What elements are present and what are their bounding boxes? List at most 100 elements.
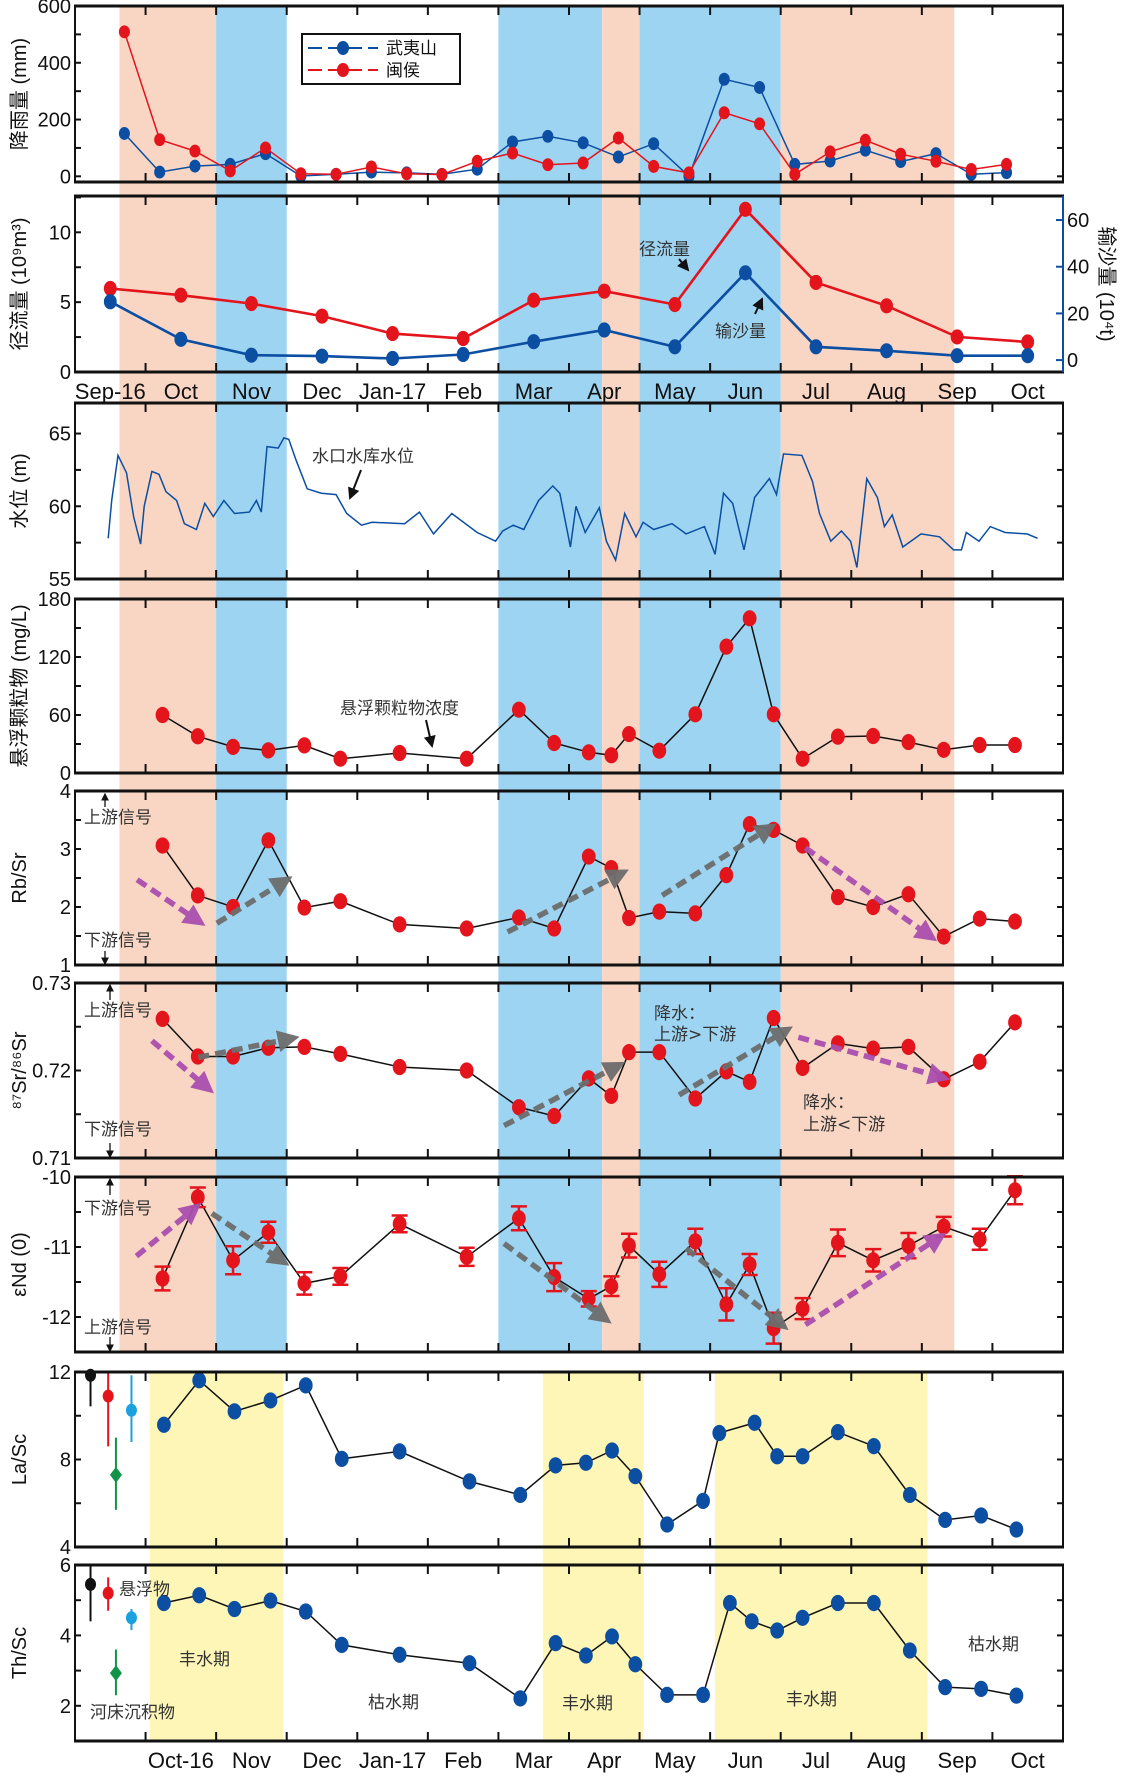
data-point (742, 610, 757, 627)
data-point (263, 1392, 278, 1409)
data-point (103, 294, 117, 310)
data-point (866, 1594, 881, 1612)
data-point (950, 329, 964, 345)
data-point (770, 1622, 785, 1639)
data-point (513, 1486, 528, 1504)
data-point (190, 728, 205, 745)
data-point (938, 1679, 953, 1696)
month-label: Jan-17 (359, 1748, 426, 1773)
data-point (965, 163, 977, 176)
data-point (392, 916, 407, 933)
data-point (789, 167, 801, 181)
data-point (722, 1594, 737, 1612)
data-point (604, 747, 619, 764)
y-tick-label: 0 (60, 166, 71, 188)
data-point (579, 1647, 593, 1664)
y-tick-label: 5 (60, 292, 71, 314)
data-point (227, 1403, 242, 1420)
data-point (859, 143, 871, 157)
data-point (902, 1642, 917, 1659)
data-point (742, 1256, 757, 1273)
month-label: Dec (302, 1748, 341, 1773)
data-point (622, 909, 636, 927)
legend-label: 武夷山 (386, 39, 437, 59)
annotation-spm-label: 悬浮颗粒物浓度 (340, 699, 459, 719)
data-point (436, 168, 448, 182)
reference-point (125, 1611, 137, 1625)
data-point (392, 1646, 407, 1663)
data-point (738, 265, 752, 281)
data-point (719, 638, 734, 655)
data-point (392, 1215, 407, 1232)
purple-trend-arrow (797, 1034, 951, 1085)
data-point (789, 157, 801, 171)
data-point (542, 158, 554, 172)
y-axis-title: ⁸⁷Sr/⁸⁶Sr (9, 1031, 31, 1109)
y-tick-label: 200 (38, 110, 71, 132)
data-point (830, 1424, 845, 1441)
y-tick-label: -10 (42, 1167, 71, 1189)
month-label: Dec (302, 379, 341, 404)
data-point (527, 334, 541, 350)
y-tick-label: -12 (42, 1307, 71, 1329)
signal-label-downstream-bottom: 下游信号 (84, 931, 152, 951)
data-point (604, 1087, 619, 1104)
month-label: Feb (444, 1748, 482, 1773)
data-point (392, 744, 407, 762)
reference-point (102, 1389, 114, 1403)
annotation-sediment-label: 输沙量 (715, 322, 766, 342)
data-point (719, 1296, 734, 1313)
data-point (972, 1053, 987, 1070)
data-point (298, 1377, 313, 1394)
data-point (260, 141, 272, 155)
y-axis-title: La/Sc (9, 1434, 31, 1485)
data-point (688, 1090, 703, 1107)
data-point (315, 308, 329, 324)
data-point (612, 150, 624, 164)
gray-trend-arrow (677, 1026, 793, 1098)
data-point (830, 889, 845, 906)
data-point (581, 744, 596, 761)
data-point (333, 750, 348, 767)
purple-trend-arrow (150, 1038, 214, 1094)
y-axis-title: 悬浮颗粒物 (mg/L) (8, 604, 31, 767)
data-point (744, 1613, 759, 1630)
series-line-rainfall-0 (123, 78, 1007, 178)
data-point (688, 706, 703, 723)
y-tick-label: 3 (60, 839, 71, 861)
data-point (401, 167, 413, 181)
data-point (226, 738, 240, 756)
month-label: Sep-16 (75, 379, 146, 404)
gray-trend-arrow (197, 1030, 300, 1061)
month-label: Apr (587, 379, 621, 404)
month-label: Oct (1011, 1748, 1045, 1773)
data-point (859, 133, 871, 147)
y-tick-label: 60 (49, 496, 71, 518)
data-point (527, 292, 541, 308)
data-point (244, 295, 258, 312)
data-point (462, 1473, 477, 1490)
data-point (1001, 157, 1013, 171)
data-point (936, 1071, 951, 1088)
data-point (747, 1414, 762, 1431)
data-point (660, 1686, 674, 1703)
data-point (1009, 1687, 1024, 1704)
data-point (155, 706, 170, 724)
data-point (795, 1059, 810, 1076)
data-point (972, 736, 987, 754)
data-point (754, 80, 766, 94)
data-point (972, 1231, 987, 1248)
data-point (334, 1450, 349, 1467)
data-point (330, 167, 342, 181)
data-point (190, 887, 205, 904)
month-label: Sep (938, 379, 977, 404)
data-point (295, 167, 307, 181)
data-point (648, 137, 660, 151)
y-tick-label: 120 (38, 647, 71, 669)
month-label: Aug (867, 379, 906, 404)
y-axis-title: εNd (0) (9, 1232, 31, 1296)
reference-point (85, 1577, 97, 1591)
data-point (548, 1635, 563, 1652)
